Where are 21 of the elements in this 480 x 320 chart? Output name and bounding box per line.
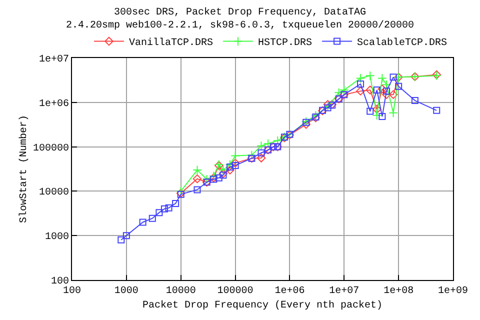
x-tick-label: 1000	[114, 286, 138, 297]
y-tick-label: 1e+06	[38, 98, 69, 110]
chart-title: 300sec DRS, Packet Drop Frequency, DataTAG	[114, 6, 366, 18]
x-axis-title: Packet Drop Frequency (Every nth packet)	[142, 300, 383, 312]
y-tick-label: 1000	[44, 232, 69, 244]
x-tick-label: 1e+06	[274, 286, 305, 297]
y-axis-title: SlowStart (Number)	[18, 114, 30, 224]
y-tick-label: 1e+07	[38, 54, 69, 66]
legend-label: VanillaTCP.DRS	[129, 37, 214, 50]
y-tick-label: 10000	[38, 188, 69, 199]
chart-subtitle: 2.4.20smp web100-2.2.1, sk98-6.0.3, txqueuelen 20000/20000	[66, 19, 414, 32]
y-tick-label: 100000	[32, 143, 69, 154]
x-tick-label: 1e+09	[438, 286, 468, 297]
legend-label: ScalableTCP.DRS	[357, 37, 448, 50]
x-tick-label: 1e+07	[329, 286, 360, 297]
x-tick-label: 10000	[166, 286, 196, 297]
legend-label: HSTCP.DRS	[258, 38, 312, 50]
y-tick-label: 100	[50, 276, 69, 288]
x-tick-label: 100000	[217, 286, 254, 297]
x-tick-label: 1e+08	[384, 286, 414, 297]
x-tick-label: 100	[62, 286, 82, 297]
